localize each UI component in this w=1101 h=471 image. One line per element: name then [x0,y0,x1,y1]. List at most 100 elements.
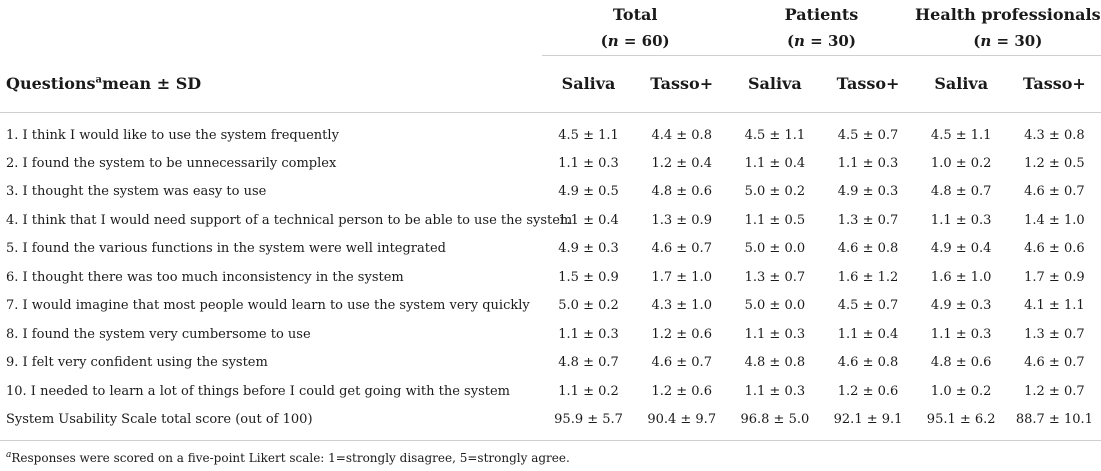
value-cell: 95.9 ± 5.7 [541,405,636,441]
question-cell: 8. I found the system very cumbersome to… [6,326,311,342]
question-cell: 4. I think that I would need support of … [6,212,573,228]
table-row: 7. I would imagine that most people woul… [0,292,1101,321]
value-cell: 4.8 ± 0.7 [930,184,992,200]
value-cell: 1.1 ± 0.3 [558,155,619,171]
questions-header: Questionsamean ± SD [6,73,202,93]
col-total-saliva: Saliva [561,74,616,93]
question-cell: 6. I thought there was too much inconsis… [6,269,404,285]
value-cell: 4.5 ± 1.1 [744,127,806,143]
value-cell: 5.0 ± 0.0 [744,298,806,314]
table-row: 10. I needed to learn a lot of things be… [0,377,1101,406]
value-cell: 4.3 ± 0.8 [1024,127,1085,143]
value-cell: 1.2 ± 0.4 [651,155,712,171]
value-cell: 4.6 ± 0.7 [651,241,712,257]
value-cell: 1.1 ± 0.2 [558,383,619,399]
value-cell: 1.2 ± 0.6 [837,383,899,399]
value-cell: 4.3 ± 1.0 [651,298,712,314]
question-cell: 7. I would imagine that most people woul… [6,298,530,314]
table-row: 6. I thought there was too much inconsis… [0,263,1101,292]
value-cell: 1.7 ± 0.9 [1024,269,1085,285]
group-patients-n: (n = 30) [728,29,915,56]
value-cell: 4.5 ± 0.7 [837,298,899,314]
value-cell: 1.7 ± 1.0 [651,269,712,285]
value-cell: 1.1 ± 0.5 [744,212,806,228]
value-cell: 4.9 ± 0.4 [930,241,992,257]
value-cell: 4.8 ± 0.6 [930,355,992,371]
table-row: 3. I thought the system was easy to use 4… [0,178,1101,207]
value-cell: 4.9 ± 0.3 [837,184,899,200]
group-total-title: Total [612,5,658,24]
value-cell: 5.0 ± 0.2 [558,298,619,314]
table-row: 5. I found the various functions in the … [0,235,1101,264]
table-row: 8. I found the system very cumbersome to… [0,320,1101,349]
col-total-tasso: Tasso+ [650,74,714,93]
value-cell: 1.4 ± 1.0 [1024,212,1085,228]
value-cell: 4.6 ± 0.7 [1024,355,1085,371]
value-cell: 4.8 ± 0.6 [651,184,712,200]
value-cell: 1.3 ± 0.9 [651,212,712,228]
question-cell: 5. I found the various functions in the … [6,241,447,257]
group-health-n: (n = 30) [914,29,1101,56]
value-cell: 4.5 ± 1.1 [930,127,992,143]
value-cell: 1.3 ± 0.7 [837,212,899,228]
table-row: 9. I felt very confident using the syste… [0,349,1101,378]
question-cell: System Usability Scale total score (out … [0,405,542,441]
value-cell: 4.6 ± 0.8 [837,241,899,257]
group-patients-title: Patients [784,5,859,24]
value-cell: 90.4 ± 9.7 [635,405,729,441]
value-cell: 1.2 ± 0.7 [1024,383,1085,399]
value-cell: 1.2 ± 0.5 [1024,155,1085,171]
col-health-tasso: Tasso+ [1022,74,1086,93]
value-cell: 1.1 ± 0.3 [558,326,619,342]
group-total-n: (n = 60) [541,29,729,56]
value-cell: 1.3 ± 0.7 [1024,326,1085,342]
table-row: 4. I think that I would need support of … [0,206,1101,235]
value-cell: 4.9 ± 0.3 [930,298,992,314]
question-cell: 2. I found the system to be unnecessaril… [6,155,337,171]
value-cell: 1.1 ± 0.3 [930,212,992,228]
question-cell: 1. I think I would like to use the syste… [6,127,339,143]
value-cell: 1.6 ± 1.0 [930,269,992,285]
value-cell: 5.0 ± 0.2 [744,184,806,200]
corner-cell [0,0,542,29]
value-cell: 1.1 ± 0.3 [930,326,992,342]
value-cell: 4.5 ± 0.7 [837,127,899,143]
col-patients-tasso: Tasso+ [836,74,900,93]
value-cell: 88.7 ± 10.1 [1007,405,1101,441]
value-cell: 4.6 ± 0.8 [837,355,899,371]
value-cell: 1.1 ± 0.4 [744,155,806,171]
value-cell: 4.1 ± 1.1 [1024,298,1085,314]
col-patients-saliva: Saliva [748,74,802,93]
question-cell: 10. I needed to learn a lot of things be… [6,383,510,399]
footnote: aResponses were scored on a five-point L… [6,450,570,466]
value-cell: 4.6 ± 0.6 [1024,241,1085,257]
value-cell: 4.6 ± 0.7 [651,355,712,371]
value-cell: 1.2 ± 0.6 [651,326,712,342]
sus-results-table: Total Patients Health professionals (n =… [0,0,1101,441]
table-row: 2. I found the system to be unnecessaril… [0,149,1101,178]
value-cell: 1.2 ± 0.6 [651,383,712,399]
value-cell: 1.1 ± 0.4 [558,212,619,228]
table-row: 1. I think I would like to use the syste… [0,113,1101,150]
value-cell: 4.9 ± 0.5 [558,184,619,200]
value-cell: 4.9 ± 0.3 [558,241,619,257]
value-cell: 92.1 ± 9.1 [821,405,915,441]
group-health-title: Health professionals [915,5,1101,24]
value-cell: 1.1 ± 0.4 [837,326,899,342]
value-cell: 4.8 ± 0.8 [744,355,806,371]
value-cell: 1.6 ± 1.2 [837,269,899,285]
value-cell: 96.8 ± 5.0 [728,405,822,441]
value-cell: 4.6 ± 0.7 [1024,184,1085,200]
value-cell: 4.5 ± 1.1 [558,127,619,143]
value-cell: 1.3 ± 0.7 [744,269,806,285]
value-cell: 95.1 ± 6.2 [914,405,1008,441]
value-cell: 1.1 ± 0.3 [744,326,806,342]
value-cell: 1.1 ± 0.3 [744,383,806,399]
table-row: System Usability Scale total score (out … [0,405,1101,441]
value-cell: 5.0 ± 0.0 [744,241,806,257]
question-cell: 9. I felt very confident using the syste… [6,355,268,371]
col-health-saliva: Saliva [934,74,989,93]
question-cell: 3. I thought the system was easy to use [6,184,267,200]
value-cell: 1.1 ± 0.3 [837,155,899,171]
value-cell: 1.0 ± 0.2 [930,383,992,399]
